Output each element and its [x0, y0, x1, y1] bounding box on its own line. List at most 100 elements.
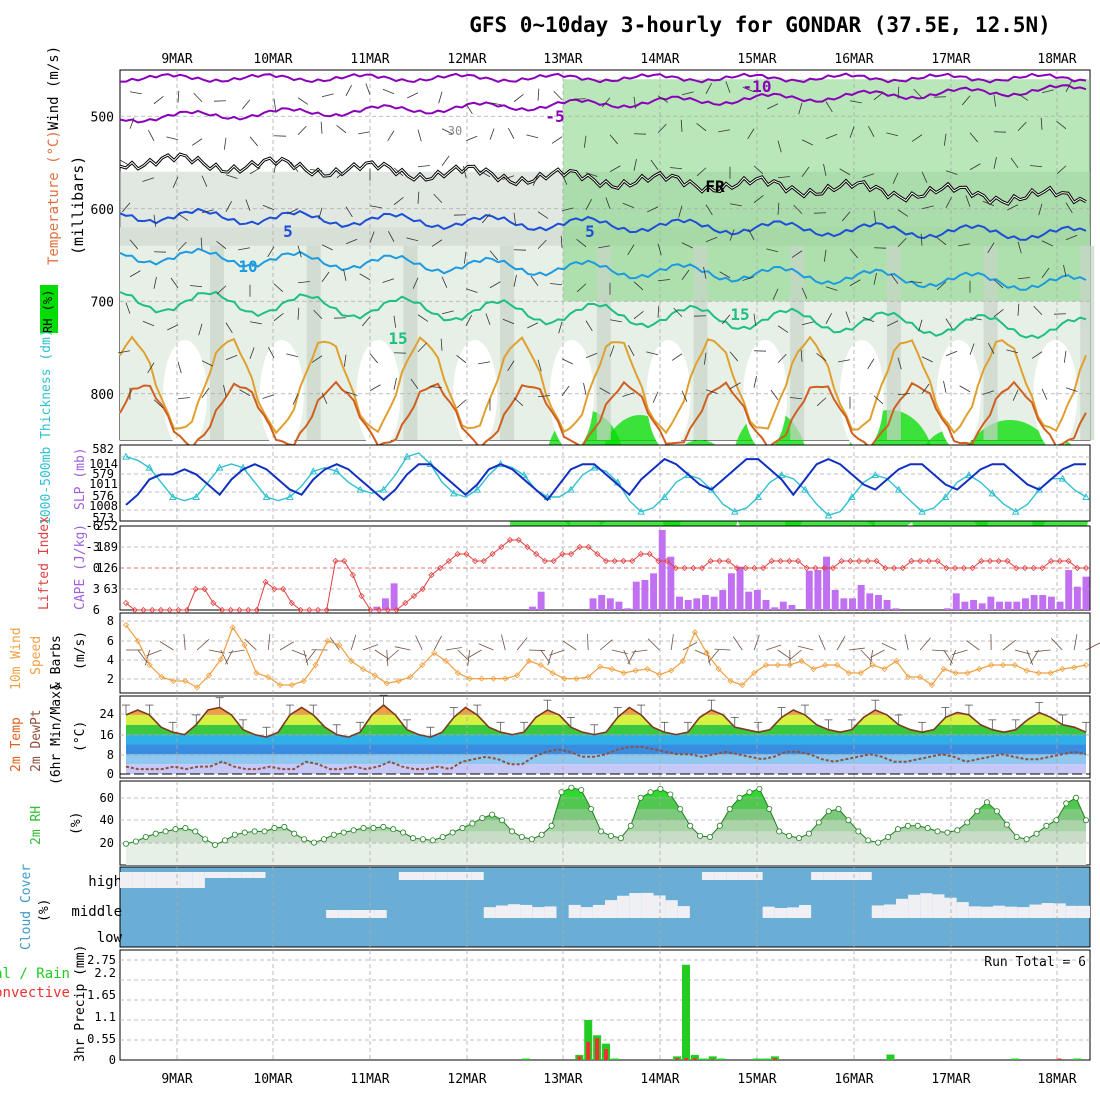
cape-bar	[1047, 596, 1055, 610]
wind-barb	[223, 384, 227, 397]
wind-barb	[920, 233, 923, 246]
rh2m-marker	[123, 840, 130, 847]
lifted-index-marker	[908, 557, 915, 565]
thickness-marker	[567, 485, 575, 493]
contour-freezing-inner	[119, 153, 1087, 205]
precip-total-bar	[690, 1054, 699, 1060]
wind-barb	[153, 214, 157, 227]
cape-tick-label: 252	[96, 519, 118, 533]
wind-barb	[1006, 349, 1019, 354]
lifted-index-marker	[925, 557, 932, 565]
wind-barb	[532, 174, 539, 186]
thickness-marker	[660, 492, 669, 500]
temp-band	[126, 764, 1086, 774]
wind-barb	[249, 347, 255, 359]
wind-barb	[241, 99, 251, 110]
wind-barb	[647, 206, 659, 213]
cape-bar	[892, 608, 900, 610]
lifted-index-marker	[454, 550, 461, 558]
lifted-index-marker	[445, 557, 452, 565]
wind10m-barb	[362, 644, 379, 651]
wind-barb	[959, 385, 971, 393]
cape-bar	[381, 598, 389, 610]
thickness-marker	[286, 492, 294, 500]
wind-barb	[622, 202, 635, 209]
wind-barb	[1065, 80, 1072, 92]
wind10m-tick-label: 8	[107, 614, 114, 628]
wind10m-barb	[789, 649, 791, 667]
cape-bar	[944, 608, 952, 610]
temp-band	[126, 744, 1086, 755]
lifted-index-marker	[489, 550, 496, 558]
wind10m-barb	[943, 649, 953, 664]
thickness-tick-label: 582	[92, 442, 114, 456]
wind10m-marker	[988, 661, 995, 669]
wind-barb	[849, 279, 861, 287]
wind-barb	[225, 174, 238, 179]
lifted-index-marker	[733, 564, 740, 572]
dry-pocket	[163, 340, 207, 450]
wind10m-marker	[774, 661, 781, 669]
wind-barb	[681, 91, 694, 96]
wind-barb	[1063, 350, 1067, 363]
lifted-index-marker	[515, 536, 522, 544]
cape-bar	[978, 603, 986, 610]
lifted-index-marker	[986, 557, 994, 565]
rh2m-marker	[142, 834, 149, 841]
wind-barb	[1017, 277, 1030, 280]
rh2m-marker	[944, 829, 951, 836]
thickness-label: 1000-500mb Thickness (dm)	[39, 329, 54, 525]
wind10m-barb	[196, 638, 210, 651]
wind10m-barb	[682, 641, 698, 651]
rh2m-marker	[815, 819, 822, 826]
temp2m-unit: (°C)	[73, 721, 88, 752]
cape-bar	[693, 598, 701, 610]
wind-barb	[388, 230, 395, 242]
wind10m-marker	[869, 661, 876, 669]
legend-wind-label: Temperature (°C)Wind (m/s)	[46, 46, 62, 265]
wind-barb	[913, 88, 923, 99]
lifted-index-marker	[847, 557, 854, 565]
cloud-clear-middle	[326, 910, 339, 918]
precip-tick-label: 0.55	[87, 1032, 116, 1046]
wind10m-marker	[822, 661, 829, 669]
thickness-line	[125, 452, 1087, 517]
cloud-clear-high	[859, 872, 872, 880]
wind10m-barb	[1034, 649, 1051, 653]
slp-tick-label: 1011	[89, 477, 118, 491]
wind-barb	[129, 117, 135, 129]
cloud-clear-high	[217, 872, 230, 878]
wind-barb	[318, 207, 323, 220]
wind10m-label1: 10m Wind	[9, 627, 24, 690]
wind-barb	[800, 349, 803, 362]
wind-barb	[627, 244, 635, 256]
wind-barb	[770, 389, 779, 400]
precip-convective-bar	[577, 1056, 582, 1060]
wind-barb	[513, 94, 524, 103]
date-tick-label: 12MAR	[447, 1072, 486, 1087]
wind10m-marker	[419, 661, 426, 669]
wind-barb	[177, 397, 190, 400]
cloud-clear-middle	[762, 906, 775, 918]
wind-barb	[753, 313, 757, 326]
wind-barb	[441, 276, 448, 288]
contour-label: 15	[388, 329, 407, 348]
wind-barb	[767, 103, 779, 110]
cape-bar	[537, 591, 545, 610]
wind10m-marker	[573, 675, 580, 682]
rh2m-marker	[835, 806, 842, 813]
wind10m-barb	[445, 647, 462, 651]
cape-bar	[529, 606, 536, 610]
lifted-index-marker	[271, 585, 278, 593]
cape-bar	[814, 570, 822, 610]
wind-barb	[438, 91, 443, 104]
rh2m-marker	[410, 835, 417, 842]
wind-barb	[526, 134, 539, 139]
wind-barb	[849, 100, 862, 104]
cloud-label: Cloud Cover	[19, 864, 34, 950]
wind10m-marker	[514, 672, 521, 679]
contour-label: -5	[545, 107, 564, 126]
wind-barb	[343, 268, 347, 281]
precip-convective-bar	[710, 1059, 715, 1060]
precip-total-bar	[1073, 1058, 1082, 1060]
